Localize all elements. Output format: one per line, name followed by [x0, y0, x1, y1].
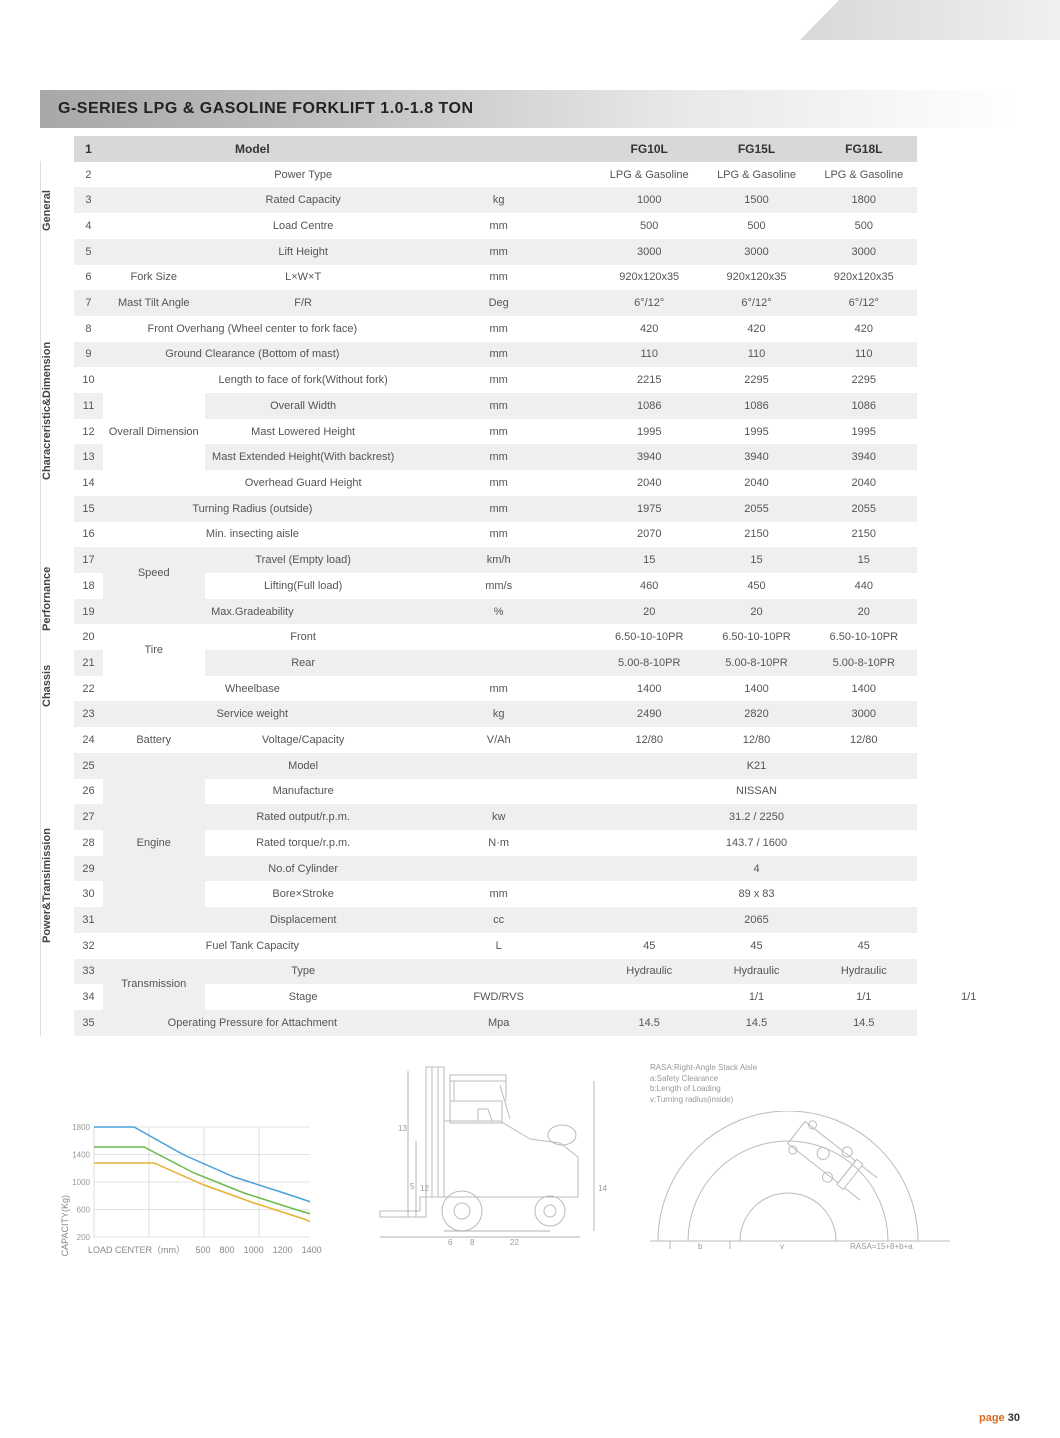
- page-title: G-SERIES LPG & GASOLINE FORKLIFT 1.0-1.8…: [58, 100, 1002, 118]
- table-row: 8Front Overhang (Wheel center to fork fa…: [74, 316, 1020, 342]
- category-chassis: Chassis: [40, 636, 53, 736]
- table-row: 19Max.Gradeability%202020: [74, 599, 1020, 625]
- category-perfornance: Perfornance: [40, 561, 53, 636]
- chart-ylabel: CAPACITY(Kg): [60, 1195, 70, 1256]
- load-chart: CAPACITY(Kg) 1800 1400 1000 600 200 LOAD CEN…: [60, 1123, 330, 1256]
- table-row: 2Power TypeLPG & GasolineLPG & GasolineL…: [74, 162, 1020, 188]
- table-row: 16Min. insecting aislemm207021502150: [74, 522, 1020, 548]
- table-row: 12Mast Lowered Heightmm199519951995: [74, 419, 1020, 445]
- table-row: 32Fuel Tank CapacityL454545: [74, 933, 1020, 959]
- table-row: 20TireFront6.50-10-10PR6.50-10-10PR6.50-…: [74, 624, 1020, 650]
- page-number: page 30: [979, 1412, 1020, 1424]
- table-row: 17SpeedTravel (Empty load)km/h151515: [74, 547, 1020, 573]
- table-row: 21Rear5.00-8-10PR5.00-8-10PR5.00-8-10PR: [74, 650, 1020, 676]
- table-row: 25EngineModelK21: [74, 753, 1020, 779]
- svg-text:1800: 1800: [72, 1123, 90, 1132]
- diagram-notes: RASA:Right-Angle Stack Aisle a:Safety Cl…: [650, 1063, 950, 1105]
- dim-5: 5: [410, 1182, 415, 1191]
- svg-text:b: b: [698, 1242, 703, 1251]
- dim-6: 6: [448, 1238, 453, 1247]
- table-row: 24BatteryVoltage/CapacityV/Ah12/8012/801…: [74, 727, 1020, 753]
- category-column: GeneralCharacreristic&DimensionPerfornan…: [40, 136, 74, 1036]
- table-row: 15Turning Radius (outside)mm197520552055: [74, 496, 1020, 522]
- svg-text:1400: 1400: [72, 1151, 90, 1160]
- table-row: 11Overall Widthmm108610861086: [74, 393, 1020, 419]
- title-bar: G-SERIES LPG & GASOLINE FORKLIFT 1.0-1.8…: [40, 90, 1020, 128]
- svg-text:v: v: [780, 1242, 784, 1251]
- table-row: 34StageFWD/RVS1/11/11/1: [74, 984, 1020, 1010]
- table-row: 26ManufactureNISSAN: [74, 779, 1020, 805]
- table-row: 10Overall DimensionLength to face of for…: [74, 367, 1020, 393]
- chart-svg: 1800 1400 1000 600 200: [70, 1123, 310, 1243]
- table-row: 22Wheelbasemm140014001400: [74, 676, 1020, 702]
- table-row: 30Bore×Strokemm89 x 83: [74, 881, 1020, 907]
- table-row: 3Rated Capacitykg100015001800: [74, 187, 1020, 213]
- dim-8: 8: [470, 1238, 475, 1247]
- table-row: 9Ground Clearance (Bottom of mast)mm1101…: [74, 342, 1020, 368]
- side-view-diagram: 13 5 12 14 6 8 22: [350, 1061, 630, 1256]
- category-powertransimission: Power&Transimission: [40, 736, 53, 1036]
- dim-22: 22: [510, 1238, 519, 1247]
- table-row: 29No.of Cylinder4: [74, 856, 1020, 882]
- table-row: 31Displacementcc2065: [74, 907, 1020, 933]
- spec-table: 1ModelFG10LFG15LFG18L2Power TypeLPG & Ga…: [74, 136, 1020, 1036]
- svg-text:600: 600: [77, 1206, 91, 1215]
- table-row: 28Rated torque/r.p.m.N·m143.7 / 1600: [74, 830, 1020, 856]
- table-row: 18Lifting(Full load)mm/s460450440: [74, 573, 1020, 599]
- turning-radius-diagram: RASA:Right-Angle Stack Aisle a:Safety Cl…: [650, 1063, 950, 1256]
- chart-xlabel: LOAD CENTER（mm） 500 800 1000 1200 1400: [88, 1243, 322, 1256]
- category-general: General: [40, 161, 53, 261]
- table-row: 27Rated output/r.p.m.kw31.2 / 2250: [74, 804, 1020, 830]
- diagrams-row: CAPACITY(Kg) 1800 1400 1000 600 200 LOAD CEN…: [40, 1061, 1020, 1256]
- corner-decoration: [800, 0, 1060, 40]
- dim-13: 13: [398, 1124, 407, 1133]
- table-row: 23Service weightkg249028203000: [74, 701, 1020, 727]
- table-row: 33TransmissionTypeHydraulicHydraulicHydr…: [74, 959, 1020, 985]
- svg-text:200: 200: [77, 1233, 91, 1242]
- table-row: 35Operating Pressure for AttachmentMpa14…: [74, 1010, 1020, 1036]
- table-row: 13Mast Extended Height(With backrest)mm3…: [74, 444, 1020, 470]
- table-row: 14Overhead Guard Heightmm204020402040: [74, 470, 1020, 496]
- table-header: 1ModelFG10LFG15LFG18L: [74, 136, 1020, 162]
- category-characreristicdimension: Characreristic&Dimension: [40, 261, 53, 561]
- table-row: 6Fork SizeL×W×Tmm920x120x35920x120x35920…: [74, 265, 1020, 291]
- svg-text:1000: 1000: [72, 1178, 90, 1187]
- dim-12: 12: [420, 1184, 429, 1193]
- table-row: 7Mast Tilt AngleF/RDeg6°/12°6°/12°6°/12°: [74, 290, 1020, 316]
- rasa-formula: RASA=15+8+b+a: [850, 1242, 913, 1251]
- table-row: 5Lift Heightmm300030003000: [74, 239, 1020, 265]
- table-row: 4Load Centremm500500500: [74, 213, 1020, 239]
- dim-14: 14: [598, 1184, 607, 1193]
